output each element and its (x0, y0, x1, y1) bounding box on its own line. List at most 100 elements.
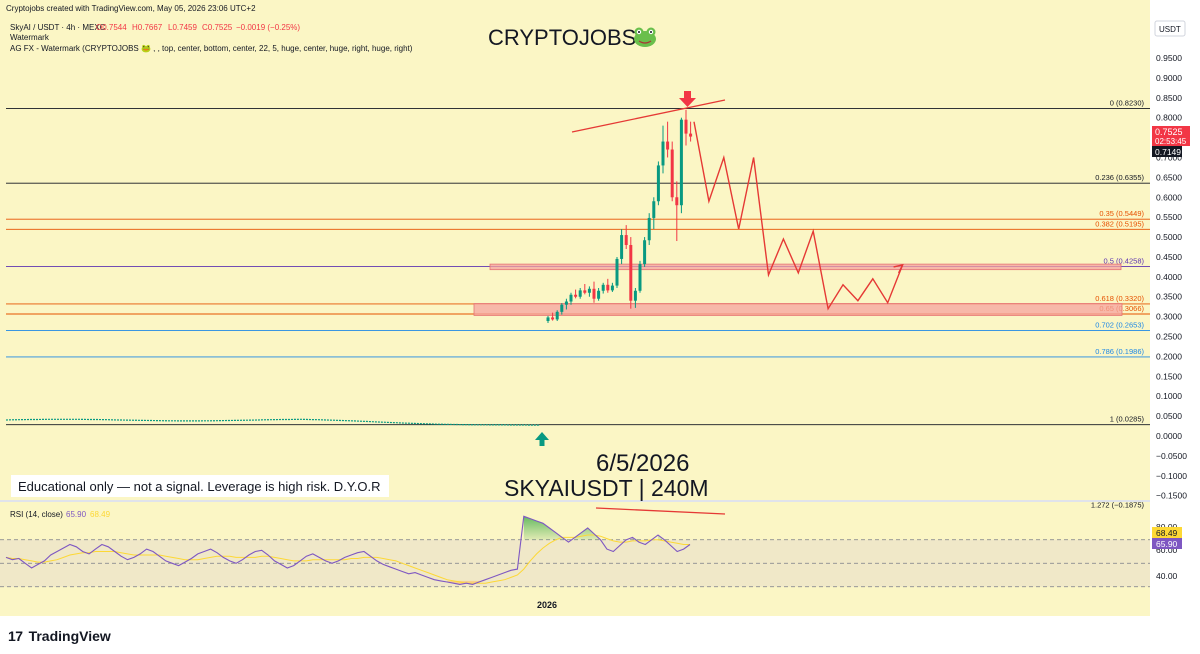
disclaimer-text: Educational only — not a signal. Leverag… (18, 479, 381, 494)
candle-body (679, 119, 683, 206)
candle-body (551, 317, 555, 320)
price-tick: 0.1000 (1156, 391, 1182, 401)
fib-level-label: 1 (0.0285) (1110, 415, 1145, 424)
candle-body (689, 133, 693, 137)
candle-body (666, 141, 670, 150)
price-tick: 0.8500 (1156, 93, 1182, 103)
candle-body (587, 288, 591, 293)
candle-body (629, 245, 633, 301)
price-tick: 0.7000 (1156, 152, 1182, 162)
candle-body (578, 290, 582, 297)
price-tick: 0.1500 (1156, 371, 1182, 381)
candle-body (670, 149, 674, 198)
rsi-title-ma-value: 68.49 (90, 510, 111, 519)
up-arrow-icon[interactable] (535, 432, 549, 446)
fib-level-label: 0.35 (0.5449) (1099, 209, 1144, 218)
ohlc-open: O0.7544 (96, 23, 127, 32)
candle-body (574, 294, 578, 297)
rsi-axis: 80.00 60.00 40.00 68.49 65.90 (1152, 522, 1182, 581)
rsi-value: 65.90 (1156, 539, 1178, 549)
candle-body (610, 285, 614, 291)
resistance-trendline[interactable] (571, 99, 726, 133)
candle-body (661, 141, 665, 166)
candle-body (675, 197, 679, 206)
fib-level-label: 0.786 (0.1986) (1095, 347, 1144, 356)
projection-path[interactable] (693, 121, 904, 311)
ohlc-low: L0.7459 (168, 23, 197, 32)
time-axis-label: 2026 (537, 600, 557, 610)
candle-body (555, 311, 559, 320)
rsi-title[interactable]: RSI (14, close) (10, 510, 63, 519)
candle-body (606, 284, 610, 291)
candle-body (615, 258, 619, 286)
price-tick: 0.4500 (1156, 252, 1182, 262)
price-tick: −0.1500 (1156, 491, 1187, 501)
price-tick: 0.8000 (1156, 113, 1182, 123)
tradingview-logo-icon[interactable]: 17 (8, 628, 23, 644)
price-tick: 0.9000 (1156, 73, 1182, 83)
price-tick: 0.2000 (1156, 351, 1182, 361)
price-tick: 0.4000 (1156, 272, 1182, 282)
candle-body (656, 165, 660, 202)
currency-label: USDT (1159, 25, 1181, 34)
indicator-agfx[interactable]: AG FX - Watermark (CRYPTOJOBS 🐸 , , top,… (10, 44, 413, 53)
main-pane[interactable] (0, 0, 1150, 500)
price-tick: 0.3000 (1156, 312, 1182, 322)
rsi-title-value: 65.90 (66, 510, 87, 519)
candle-body (597, 290, 601, 299)
fib-level-label: 1.272 (−0.1875) (1091, 501, 1145, 510)
rsi-pane[interactable] (0, 502, 1150, 616)
candlesticks (546, 109, 693, 323)
price-tick: 0.0000 (1156, 431, 1182, 441)
price-tick: −0.1000 (1156, 471, 1187, 481)
indicator-watermark[interactable]: Watermark (10, 33, 50, 42)
history-line (5, 418, 541, 426)
rsi-tick-60: 60.00 (1156, 545, 1178, 555)
candle-body (620, 235, 624, 259)
ohlc-high: H0.7667 (132, 23, 163, 32)
symbol-line[interactable]: SkyAI / USDT · 4h · MEXC (10, 23, 106, 32)
support-zone[interactable] (473, 303, 1123, 316)
support-zones[interactable] (473, 263, 1123, 316)
big-date: 6/5/2026 (596, 450, 689, 477)
candle-body (560, 304, 564, 312)
last-price-tag: 0.7525 02:53:45 (1152, 126, 1190, 146)
candle-body (601, 284, 605, 291)
rsi-divergence-line[interactable] (595, 507, 726, 515)
price-tick: 0.9500 (1156, 53, 1182, 63)
price-axis-labels: 0.95000.90000.85000.80000.75000.70000.65… (1156, 53, 1187, 501)
rsi-indicator[interactable] (0, 515, 1150, 588)
footer: 17 TradingView (8, 624, 111, 648)
last-price-value: 0.7525 (1155, 127, 1183, 137)
candle-body (633, 290, 637, 301)
support-zone[interactable] (489, 263, 1122, 271)
price-tick: −0.0500 (1156, 451, 1187, 461)
big-symbol: SKYAIUSDT | 240M (504, 475, 709, 501)
rsi-ma-value: 68.49 (1156, 528, 1178, 538)
price-axis[interactable] (1150, 0, 1200, 616)
frog-icon (634, 27, 656, 47)
rsi-tick-40: 40.00 (1156, 571, 1178, 581)
projection-zigzag[interactable] (693, 121, 904, 311)
price-tick: 0.0500 (1156, 411, 1182, 421)
fib-level-label: 0.702 (0.2653) (1095, 320, 1144, 329)
candle-body (624, 235, 628, 246)
last-price-countdown: 02:53:45 (1155, 137, 1187, 146)
candle-body (583, 290, 587, 293)
candle-body (564, 301, 568, 305)
fib-level-label: 0.382 (0.5195) (1095, 219, 1144, 228)
rsi-line (5, 515, 691, 585)
candle-body (546, 317, 550, 322)
secondary-price-tag: 0.7149 (1152, 146, 1182, 157)
price-tick: 0.5500 (1156, 212, 1182, 222)
fib-level-label: 0.5 (0.4258) (1104, 257, 1145, 266)
tradingview-brand[interactable]: TradingView (28, 628, 111, 644)
price-tick: 0.6000 (1156, 192, 1182, 202)
down-arrow-icon[interactable] (679, 91, 696, 107)
currency-button[interactable]: USDT (1154, 20, 1186, 37)
disclaimer-box: Educational only — not a signal. Leverag… (11, 475, 389, 497)
annotations[interactable] (535, 91, 726, 446)
fib-level-label: 0.236 (0.6355) (1095, 173, 1144, 182)
secondary-price-value: 0.7149 (1155, 147, 1181, 157)
